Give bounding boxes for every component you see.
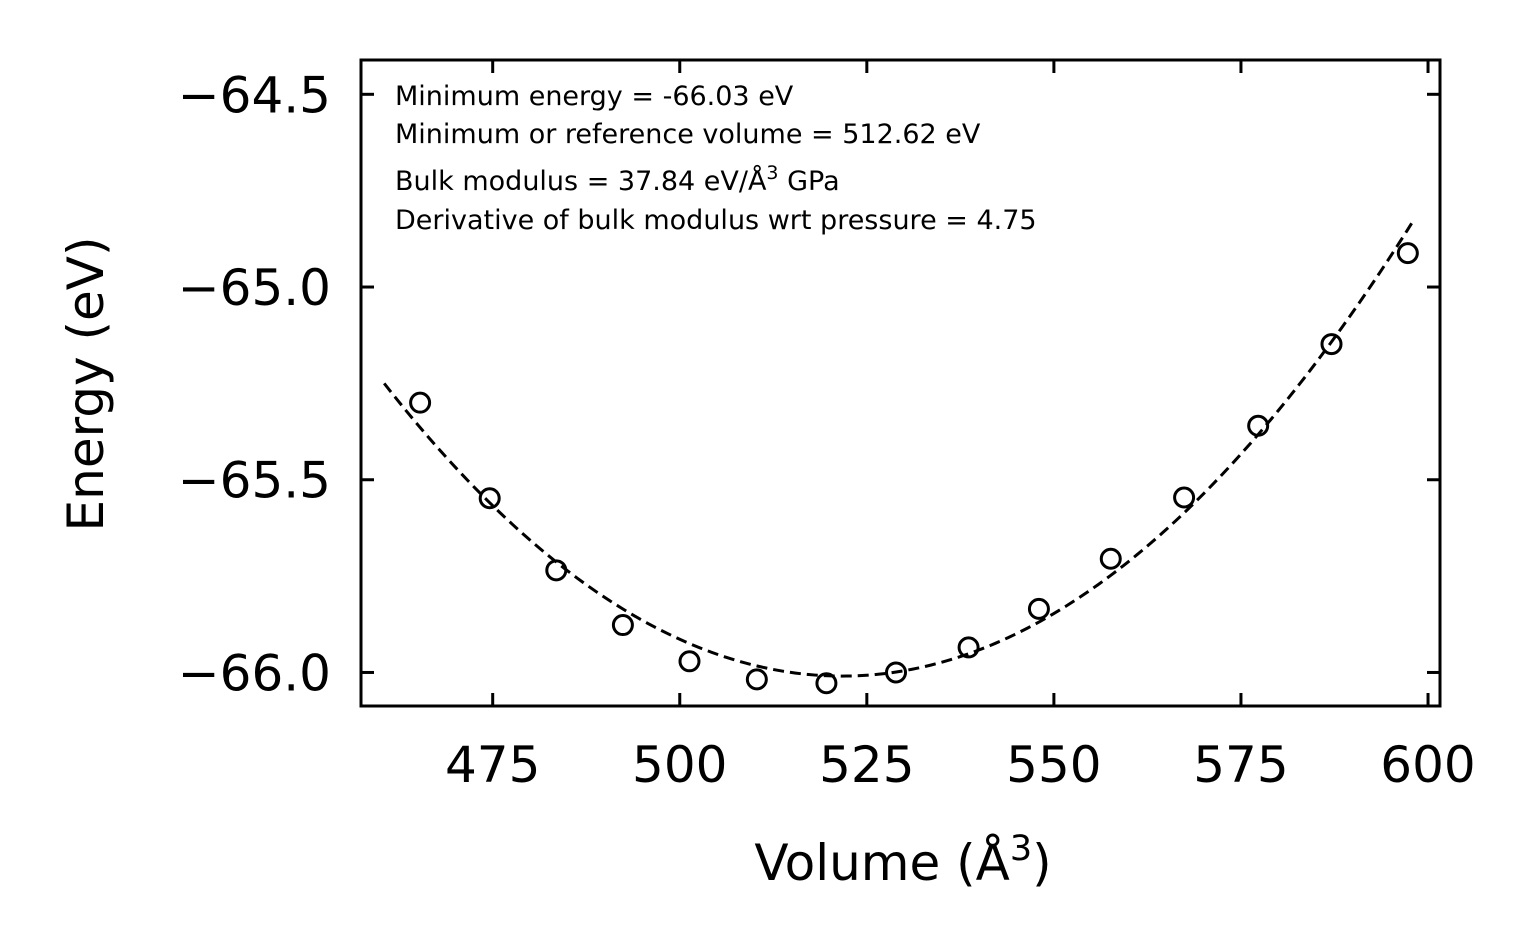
x-axis-label-sup: 3: [1010, 829, 1032, 869]
x-tick-label: 550: [1006, 736, 1101, 794]
y-tick-label: −65.5: [178, 452, 331, 510]
data-point: [1396, 242, 1419, 265]
y-tick-label: −66.0: [178, 644, 331, 702]
data-point: [678, 650, 701, 673]
data-point: [885, 661, 908, 684]
data-point: [1027, 597, 1050, 620]
data-point: [815, 672, 838, 695]
data-point: [1320, 333, 1343, 356]
data-point: [957, 636, 980, 659]
data-point: [545, 559, 568, 582]
data-point: [611, 614, 634, 637]
data-point: [409, 391, 432, 414]
x-tick-label: 600: [1380, 736, 1475, 794]
x-tick-label: 575: [1193, 736, 1288, 794]
data-points-layer: [409, 242, 1419, 695]
x-tick-label: 525: [819, 736, 914, 794]
annotation-bulk-modulus-sup: 3: [766, 162, 778, 184]
x-axis-label-text: Volume (Å: [754, 834, 1010, 892]
ticks-layer: 475 500 525 550 575 600 −64.5 −65.0 −65.5 −66.0: [178, 60, 1476, 794]
x-tick-label: 475: [445, 736, 540, 794]
fit-curve-layer: [383, 220, 1415, 678]
data-point: [745, 668, 768, 691]
data-point: [1099, 547, 1122, 570]
data-point: [1173, 486, 1196, 509]
annotation-bulk-modulus: Bulk modulus = 37.84 eV/Å3 GPa: [395, 162, 840, 197]
x-axis-label: Volume (Å3): [754, 829, 1051, 892]
y-axis-label: Energy (eV): [57, 237, 115, 532]
y-tick-label: −65.0: [178, 259, 331, 317]
annotation-bulk-modulus-unit: GPa: [779, 166, 840, 197]
fit-line: [383, 220, 1415, 678]
annotation-bulk-modulus-text: Bulk modulus = 37.84 eV/Å: [395, 165, 767, 197]
annotation-bulk-derivative: Derivative of bulk modulus wrt pressure …: [395, 205, 1037, 236]
x-axis-label-end: ): [1032, 834, 1052, 892]
plot-frame: [359, 58, 1442, 708]
annotation-min-energy: Minimum energy = -66.03 eV: [395, 81, 794, 112]
data-point: [478, 487, 501, 510]
y-tick-label: −64.5: [178, 66, 331, 124]
annotation-min-volume: Minimum or reference volume = 512.62 eV: [395, 119, 981, 150]
data-point: [1247, 414, 1270, 437]
x-tick-label: 500: [632, 736, 727, 794]
